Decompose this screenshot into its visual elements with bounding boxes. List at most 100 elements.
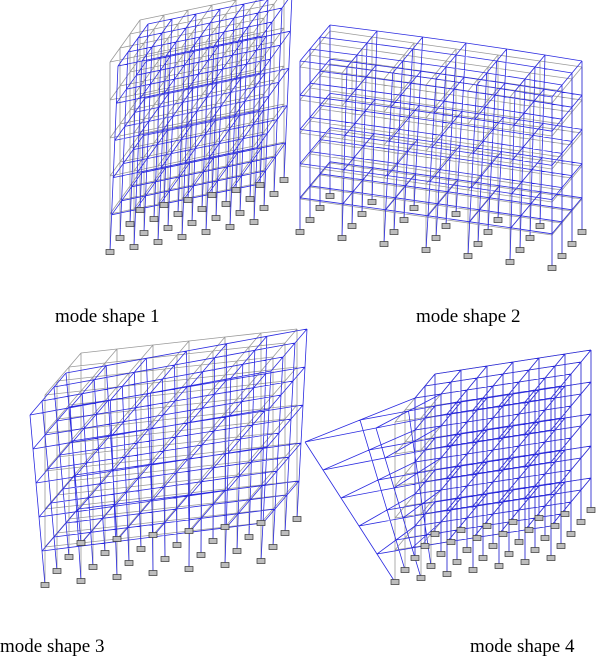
footing (368, 200, 376, 205)
footing (427, 564, 435, 569)
footing (525, 528, 533, 533)
footing (257, 559, 265, 564)
footing (197, 553, 205, 558)
footing (526, 236, 534, 241)
footing (437, 552, 445, 557)
footing (391, 580, 399, 585)
footing (568, 242, 576, 247)
footing (463, 548, 471, 553)
footing (411, 556, 419, 561)
footing (358, 212, 366, 217)
footing (202, 230, 210, 235)
footing (401, 568, 409, 573)
footing (185, 529, 193, 534)
footing (432, 236, 440, 241)
footing (469, 568, 477, 573)
footing (400, 218, 408, 223)
footing (136, 208, 144, 213)
footing (551, 524, 559, 529)
footing (270, 192, 278, 197)
footing (246, 197, 254, 202)
footing (316, 206, 324, 211)
footing (149, 533, 157, 538)
footing (160, 203, 168, 208)
footing (531, 548, 539, 553)
footing (541, 536, 549, 541)
footing (188, 221, 196, 226)
footing (547, 556, 555, 561)
footing (464, 254, 472, 259)
figure: mode shape 1 mode shape 2 mode shape 3 m… (0, 0, 605, 659)
footing (221, 563, 229, 568)
footing (452, 212, 460, 217)
footing (293, 517, 301, 522)
footing (505, 552, 513, 557)
footing (457, 528, 465, 533)
footing (494, 218, 502, 223)
footing (515, 540, 523, 545)
footing (233, 549, 241, 554)
footing (221, 525, 229, 530)
footing (509, 520, 517, 525)
footing (236, 211, 244, 216)
footing (338, 236, 346, 241)
footing (77, 541, 85, 546)
footing (164, 226, 172, 231)
footing (125, 561, 133, 566)
footing (232, 188, 240, 193)
footing (443, 572, 451, 577)
footing (558, 254, 566, 259)
footing (260, 206, 268, 211)
footing (578, 230, 586, 235)
footing (89, 565, 97, 570)
footing (348, 224, 356, 229)
footing (489, 544, 497, 549)
footing (113, 575, 121, 580)
footing (41, 583, 49, 588)
footing (326, 194, 334, 199)
footing (306, 218, 314, 223)
footing (442, 224, 450, 229)
footing (149, 571, 157, 576)
footing (495, 564, 503, 569)
footing (222, 202, 230, 207)
footing (116, 236, 124, 241)
footing (106, 250, 114, 255)
footing (499, 532, 507, 537)
footing (140, 231, 148, 236)
footing (130, 245, 138, 250)
footing (126, 222, 134, 227)
footing (296, 230, 304, 235)
footing (516, 248, 524, 253)
footing (137, 547, 145, 552)
footing (557, 544, 565, 549)
footing (53, 569, 61, 574)
footing (101, 551, 109, 556)
footing (198, 207, 206, 212)
footing (245, 535, 253, 540)
footing (257, 521, 265, 526)
footing (410, 206, 418, 211)
footing (535, 516, 543, 521)
footing (548, 266, 556, 271)
footing (474, 242, 482, 247)
footing (447, 540, 455, 545)
footing (281, 531, 289, 536)
footing (280, 178, 288, 183)
footing (521, 560, 529, 565)
footing (417, 576, 425, 581)
footing (483, 524, 491, 529)
footing (484, 230, 492, 235)
footing (208, 193, 216, 198)
footing (174, 212, 182, 217)
footing (567, 532, 575, 537)
footing (453, 560, 461, 565)
footing (473, 536, 481, 541)
footing (161, 557, 169, 562)
footing (154, 240, 162, 245)
footing (422, 248, 430, 253)
footing (77, 579, 85, 584)
footing (250, 220, 258, 225)
caption: mode shape 4 (470, 636, 575, 657)
footing (184, 198, 192, 203)
